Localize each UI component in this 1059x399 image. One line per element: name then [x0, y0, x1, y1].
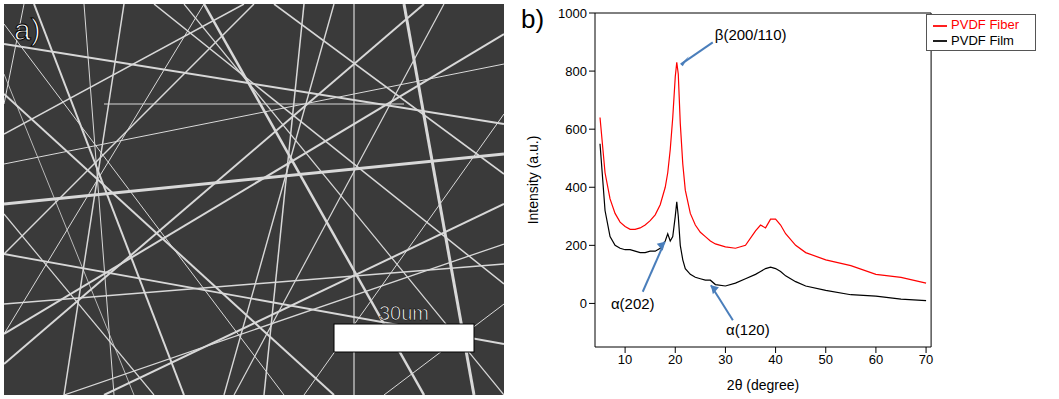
- svg-text:2θ (degree): 2θ (degree): [727, 377, 799, 393]
- svg-text:Intensity (a.u.): Intensity (a.u.): [525, 136, 541, 225]
- svg-text:10: 10: [618, 352, 632, 367]
- svg-text:30: 30: [718, 352, 732, 367]
- svg-text:β(200/110): β(200/110): [715, 26, 787, 43]
- svg-text:40: 40: [768, 352, 782, 367]
- svg-text:α(120): α(120): [726, 321, 770, 338]
- svg-text:20: 20: [668, 352, 682, 367]
- svg-text:0: 0: [580, 296, 587, 311]
- html-text:b): b): [521, 4, 545, 34]
- svg-text:70: 70: [919, 352, 933, 367]
- svg-text:a): a): [14, 13, 41, 46]
- svg-text:50: 50: [819, 352, 833, 367]
- svg-text:1000: 1000: [558, 6, 587, 21]
- svg-text:400: 400: [565, 180, 587, 195]
- svg-text:600: 600: [565, 122, 587, 137]
- html-text:PVDF Film: PVDF Film: [951, 32, 1014, 48]
- svg-text:60: 60: [869, 352, 883, 367]
- svg-text:200: 200: [565, 238, 587, 253]
- svg-text:30um: 30um: [379, 302, 429, 324]
- html-text:PVDF Fiber: PVDF Fiber: [951, 17, 1019, 32]
- svg-text:800: 800: [565, 64, 587, 79]
- svg-text:α(202): α(202): [611, 295, 655, 312]
